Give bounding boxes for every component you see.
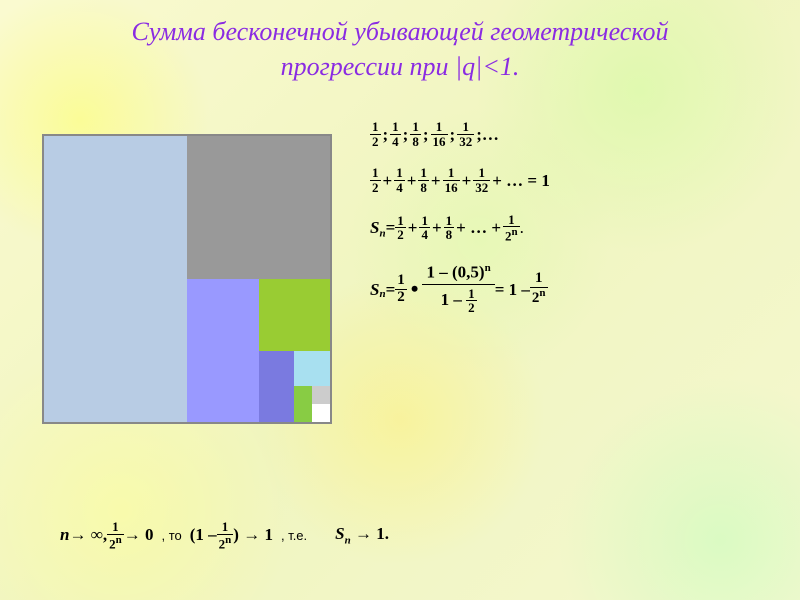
diagram-rect-2 <box>187 279 259 422</box>
title-line-2: прогрессии при |q|<1. <box>0 49 800 84</box>
label-then: , то <box>161 528 181 543</box>
sn-closed-form-row: Sn = 12•1 – (0,5)n1 – 12 = 1 – 12n <box>370 261 770 317</box>
diagram-rect-4 <box>259 351 295 423</box>
diagram-rect-3 <box>259 279 331 351</box>
page-title: Сумма бесконечной убывающей геометрическ… <box>0 14 800 84</box>
diagram-rect-0 <box>44 136 187 422</box>
title-line-1: Сумма бесконечной убывающей геометрическ… <box>131 17 668 46</box>
limit-row: n → ∞, 12n → 0, то(1 – 12n ) → 1, т.е.Sn… <box>60 520 760 551</box>
diagram-rect-7 <box>312 386 330 404</box>
formula-block: 12;14;18;116;132;… 12+14+18+116+132+ … =… <box>370 120 770 335</box>
label-ie: , т.е. <box>281 528 307 543</box>
sn-expansion-row: Sn = 12+14+18+ … +12n. <box>370 213 770 244</box>
sequence-row: 12;14;18;116;132;… <box>370 120 770 148</box>
diagram-rect-1 <box>187 136 330 279</box>
sum-equals-one-row: 12+14+18+116+132+ … = 1 <box>370 166 770 194</box>
square-diagram <box>42 134 332 424</box>
diagram-rect-5 <box>294 351 330 387</box>
diagram-rect-6 <box>294 386 312 422</box>
